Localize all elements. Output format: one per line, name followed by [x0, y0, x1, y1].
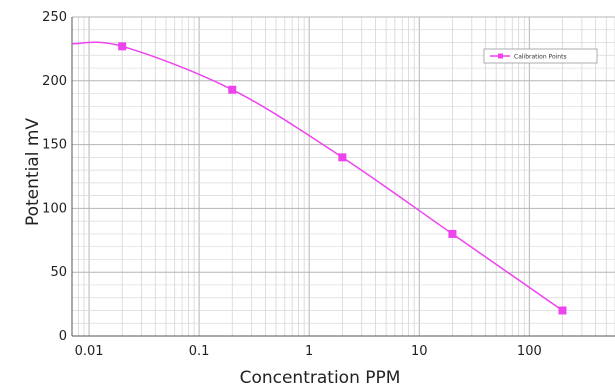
y-axis-title: Potential mV — [23, 118, 43, 226]
y-tick-label: 150 — [42, 138, 67, 153]
legend-marker — [498, 53, 503, 59]
data-point-marker — [338, 153, 347, 162]
axes — [71, 17, 615, 337]
y-tick-labels: 0 50 100 150 200 250 — [42, 10, 67, 344]
x-tick-label: 0.01 — [75, 344, 104, 359]
x-tick-label: 1 — [305, 344, 313, 359]
data-point-marker — [448, 229, 457, 238]
x-axis-title: Concentration PPM — [240, 368, 401, 388]
data-point-marker — [558, 306, 567, 315]
x-tick-label: 0.1 — [189, 344, 210, 359]
plot-background — [72, 17, 615, 336]
legend: Calibration Points — [483, 48, 598, 64]
y-tick-label: 100 — [42, 201, 67, 216]
data-points — [118, 42, 567, 315]
y-tick-label: 0 — [59, 329, 67, 344]
y-tick-label: 200 — [42, 74, 67, 89]
data-point-marker — [118, 42, 127, 51]
legend-box — [483, 48, 598, 64]
legend-label: Calibration Points — [514, 54, 567, 61]
x-tick-labels: 0.01 0.1 1 10 100 — [75, 344, 542, 359]
x-tick-label: 10 — [411, 344, 428, 359]
data-point-marker — [228, 85, 237, 94]
x-tick-label: 100 — [517, 344, 542, 359]
y-tick-label: 250 — [42, 10, 67, 25]
y-tick-label: 50 — [50, 265, 67, 280]
